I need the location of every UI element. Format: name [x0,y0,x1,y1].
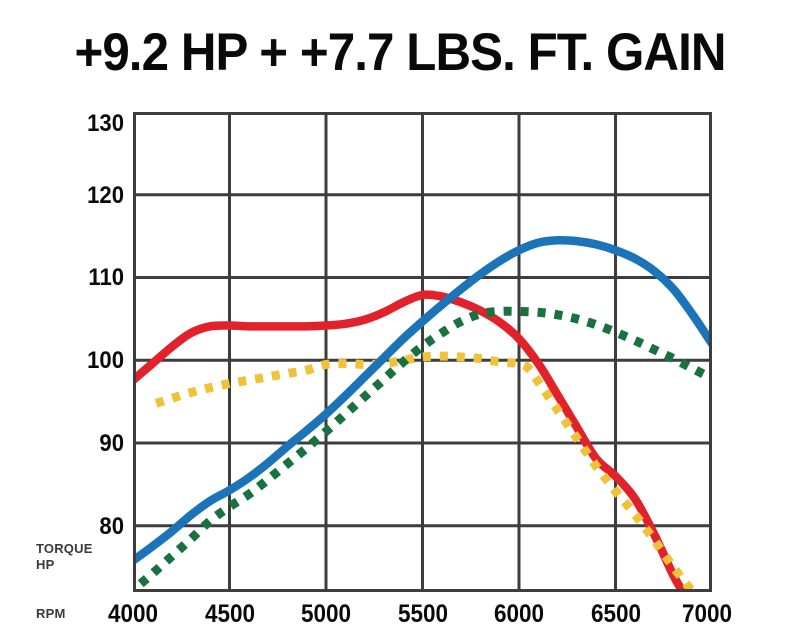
y-tick-120: 120 [87,181,124,209]
x-axis-tick-labels: 4000 4500 5000 5500 6000 6500 7000 [108,600,732,634]
x-tick-7000: 7000 [681,600,733,628]
series-line-2 [133,235,712,565]
legend-label-hp: HP [36,557,55,572]
y-tick-80: 80 [99,512,124,540]
x-tick-5000: 5000 [300,600,352,628]
page-title: +9.2 HP + +7.7 LBS. FT. GAIN [74,23,726,82]
x-tick-4500: 4500 [204,600,255,628]
x-tick-6000: 6000 [493,600,545,628]
series-lines [133,235,712,592]
y-tick-100: 100 [87,347,124,375]
gridlines [133,112,712,592]
legend-label-torque: TORQUE [36,541,93,556]
plot-frame [133,112,712,592]
series-line-0 [133,290,688,592]
dyno-plot-svg [133,112,712,592]
plot-area [133,112,712,592]
x-tick-6500: 6500 [590,600,641,628]
y-tick-110: 110 [88,264,124,292]
y-axis-tick-labels: 130 120 110 100 90 80 [0,112,124,592]
x-tick-5500: 5500 [397,600,448,628]
series-line-3 [137,306,712,588]
plot-border [133,112,712,592]
y-tick-90: 90 [99,429,124,457]
y-tick-130: 130 [87,110,124,137]
series-legend: TORQUE HP [36,541,132,573]
x-axis-title: RPM [36,606,66,621]
x-tick-4000: 4000 [107,600,159,628]
